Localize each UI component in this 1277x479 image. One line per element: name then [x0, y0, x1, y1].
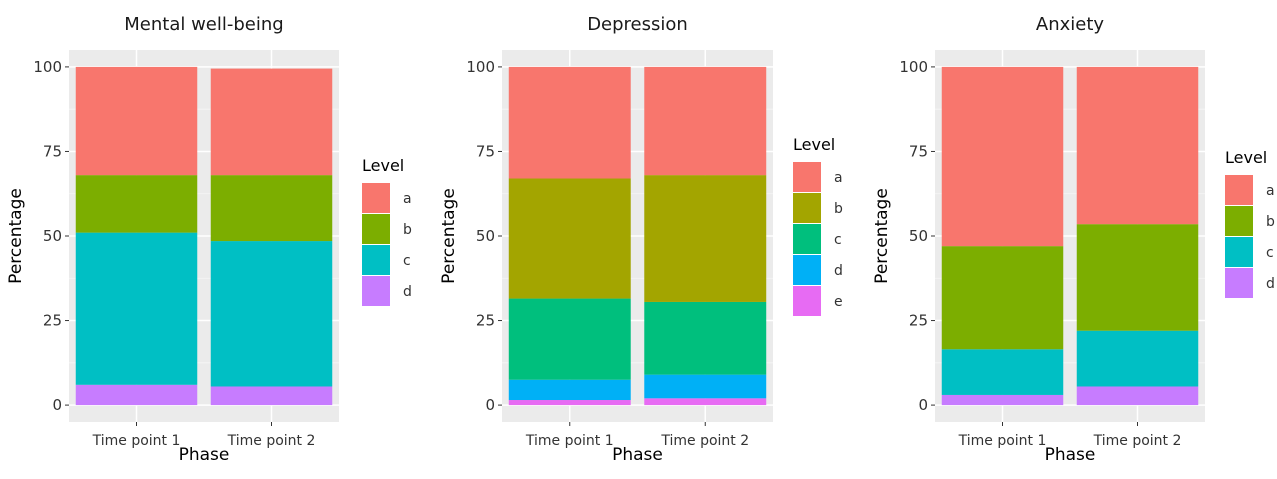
- legend-label-c: c: [834, 232, 842, 248]
- chart-panel-3: 0 25 50 75 100 Time point 1 Time point 2 Anxiet…: [872, 14, 1275, 465]
- legend-key-c: [362, 245, 390, 275]
- legend-label-c: c: [403, 253, 411, 269]
- bar-segment-a-1: [941, 66, 1064, 247]
- bar-segment-b-1: [941, 246, 1064, 350]
- legend-key-d: [362, 276, 390, 306]
- legend-key-c: [793, 224, 821, 254]
- y-tick-label: 50: [476, 227, 495, 245]
- bar-segment-a-2: [210, 68, 333, 176]
- chart-title: Depression: [587, 14, 688, 35]
- x-tick-label: Time point 2: [660, 433, 749, 449]
- legend-label-b: b: [834, 201, 843, 217]
- bar-segment-c-1: [508, 298, 631, 380]
- x-tick-label: Time point 1: [525, 433, 614, 449]
- legend-key-a: [362, 183, 390, 213]
- bar-segment-d-1: [75, 384, 198, 406]
- y-tick-label: 50: [43, 227, 62, 245]
- bar-segment-d-1: [941, 394, 1064, 406]
- x-tick-label: Time point 1: [958, 433, 1047, 449]
- y-axis-title: Percentage: [439, 188, 459, 284]
- y-tick-label: 75: [43, 142, 62, 160]
- y-tick-label: 75: [909, 142, 928, 160]
- y-tick-label: 25: [909, 312, 928, 330]
- legend-title: Level: [1225, 148, 1267, 167]
- legend-label-c: c: [1266, 245, 1274, 261]
- legend-key-b: [793, 193, 821, 223]
- chart-title: Anxiety: [1036, 14, 1105, 35]
- chart-panel-1: 0 25 50 75 100 Time point 1 Time point 2 Mental…: [6, 14, 412, 465]
- bar-segment-c-2: [644, 301, 767, 375]
- legend-key-d: [793, 255, 821, 285]
- legend-title: Level: [793, 135, 835, 154]
- legend-key-b: [1225, 206, 1253, 236]
- legend-label-b: b: [1266, 214, 1275, 230]
- bar-segment-b-2: [1076, 224, 1199, 331]
- x-axis-title: Phase: [612, 445, 663, 465]
- legend-label-d: d: [1266, 276, 1275, 292]
- bar-segment-c-1: [75, 232, 198, 385]
- bar-segment-d-2: [644, 374, 767, 399]
- chart-panel-2: 0 25 50 75 100 Time point 1 Time point 2 Depres…: [439, 14, 843, 465]
- bar-segment-b-2: [644, 175, 767, 302]
- bar-segment-a-2: [644, 66, 767, 176]
- legend-key-b: [362, 214, 390, 244]
- legend-key-c: [1225, 237, 1253, 267]
- y-tick-label: 25: [476, 312, 495, 330]
- bar-segment-b-1: [75, 175, 198, 233]
- legend-key-d: [1225, 268, 1253, 298]
- y-tick-label: 100: [466, 58, 495, 76]
- bar-segment-c-1: [941, 349, 1064, 395]
- y-tick-label: 25: [43, 312, 62, 330]
- legend-label-a: a: [1266, 183, 1275, 199]
- x-tick-label: Time point 1: [92, 433, 181, 449]
- bar-segment-d-1: [508, 379, 631, 401]
- bar-segment-b-1: [508, 178, 631, 299]
- y-tick-label: 100: [33, 58, 62, 76]
- x-axis-title: Phase: [1045, 445, 1096, 465]
- y-axis-title: Percentage: [6, 188, 26, 284]
- bar-segment-e-2: [644, 398, 767, 406]
- bar-segment-c-2: [210, 241, 333, 387]
- legend-label-d: d: [403, 284, 412, 300]
- x-axis-title: Phase: [179, 445, 230, 465]
- y-tick-label: 0: [918, 396, 928, 414]
- legend-key-a: [1225, 175, 1253, 205]
- bar-segment-a-1: [75, 66, 198, 176]
- bar-segment-a-1: [508, 66, 631, 179]
- y-axis-title: Percentage: [872, 188, 892, 284]
- bar-segment-b-2: [210, 175, 333, 242]
- bar-segment-c-2: [1076, 330, 1199, 387]
- chart-title: Mental well-being: [124, 14, 283, 35]
- legend-key-a: [793, 162, 821, 192]
- legend-label-e: e: [834, 294, 843, 310]
- legend-label-b: b: [403, 222, 412, 238]
- y-tick-label: 0: [485, 396, 495, 414]
- legend-title: Level: [362, 156, 404, 175]
- bar-segment-a-2: [1076, 66, 1199, 225]
- bar-segment-d-2: [210, 386, 333, 406]
- bar-segment-d-2: [1076, 386, 1199, 406]
- legend-label-d: d: [834, 263, 843, 279]
- legend-key-e: [793, 286, 821, 316]
- legend-label-a: a: [403, 191, 412, 207]
- x-tick-label: Time point 2: [1093, 433, 1182, 449]
- bar-segment-e-1: [508, 400, 631, 406]
- y-tick-label: 50: [909, 227, 928, 245]
- y-tick-label: 100: [899, 58, 928, 76]
- y-tick-label: 75: [476, 142, 495, 160]
- legend-label-a: a: [834, 170, 843, 186]
- y-tick-label: 0: [52, 396, 62, 414]
- x-tick-label: Time point 2: [227, 433, 316, 449]
